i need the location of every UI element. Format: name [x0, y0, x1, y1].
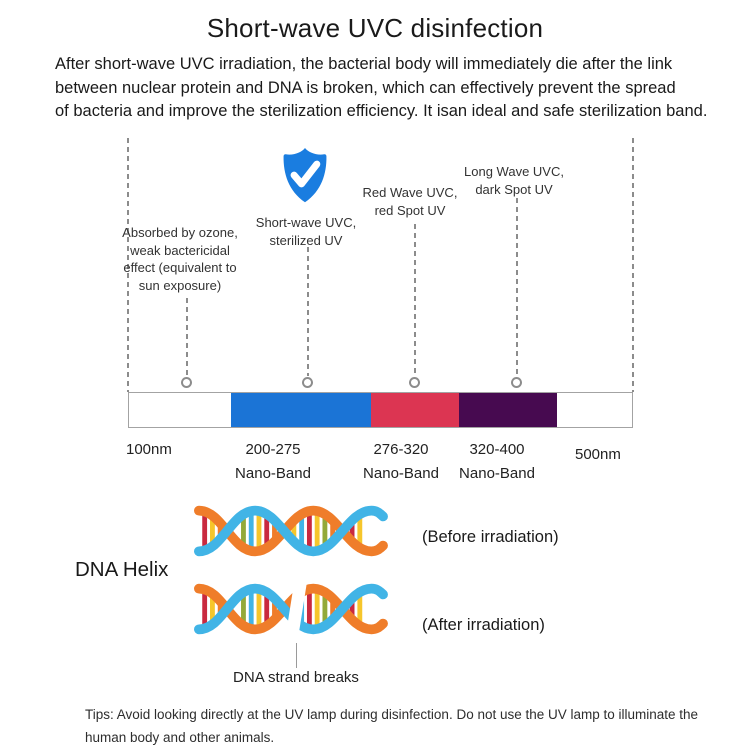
annotation-redwave-line2: red Spot UV: [374, 202, 446, 218]
annotation-redwave: Red Wave UVC, red Spot UV: [330, 184, 490, 219]
dna-helix-before-icon: [194, 505, 388, 557]
spectrum-guide-left: [127, 138, 129, 392]
spectrum-band: [128, 392, 633, 428]
dna-break-gap: [284, 577, 308, 641]
axis-label-100nm: 100nm: [126, 441, 172, 458]
annotation-longwave-line2: dark Spot UV: [475, 181, 553, 197]
range-uvc-value: 200-275: [245, 441, 301, 458]
dna-strand-blue: [194, 583, 388, 635]
dna-strand-orange: [194, 505, 388, 557]
check-mark: [290, 160, 321, 188]
band-segment-uva-purple: [459, 393, 557, 427]
annotation-shortwave-line2: sterilized UV: [269, 232, 343, 248]
range-uva-value: 320-400: [469, 441, 525, 458]
band-segment-uvc-blue: [231, 393, 371, 427]
axis-label-500nm: 500nm: [575, 446, 621, 463]
pointer-dot-shortwave: [302, 377, 313, 388]
dna-rungs-green: [241, 593, 328, 625]
dna-break-label: DNA strand breaks: [233, 669, 359, 686]
dna-rungs-green: [241, 515, 328, 547]
band-segment-blank-left: [129, 393, 231, 427]
spectrum-guide-right: [632, 138, 634, 392]
shield-check-icon: [283, 148, 327, 203]
annotation-absorbed-line1: Absorbed by ozone,: [122, 225, 238, 240]
pointer-dash-redwave: [414, 224, 416, 376]
pointer-dot-redwave: [409, 377, 420, 388]
pointer-dot-longwave: [511, 377, 522, 388]
dna-section-label: DNA Helix: [75, 558, 169, 581]
pointer-dash-shortwave: [307, 247, 309, 376]
dna-helix-after-icon: [194, 577, 388, 641]
after-irradiation-label: (After irradiation): [422, 616, 545, 634]
pointer-dash-absorbed: [186, 298, 188, 376]
dna-rungs-blue: [248, 512, 305, 550]
intro-line-2: between nuclear protein and DNA is broke…: [55, 78, 676, 97]
tips-line-1: Tips: Avoid looking directly at the UV l…: [85, 707, 699, 722]
annotation-absorbed-line3: effect (equivalent to: [123, 260, 237, 275]
range-uvc-unit: Nano-Band: [235, 465, 311, 482]
band-segment-blank-right: [557, 393, 632, 427]
annotation-shortwave-line1: Short-wave UVC,: [255, 215, 357, 230]
annotation-shortwave: Short-wave UVC, sterilized UV: [226, 214, 386, 249]
range-label-uva: 320-400 Nano-Band: [437, 441, 557, 482]
dna-strand-orange: [194, 583, 388, 635]
dna-break-pointer-line: [296, 643, 297, 668]
pointer-dot-absorbed: [181, 377, 192, 388]
annotation-absorbed-line4: sun exposure): [138, 277, 222, 293]
pointer-dash-longwave: [516, 198, 518, 376]
annotation-longwave-line1: Long Wave UVC,: [464, 164, 564, 179]
tips-note: Tips: Avoid looking directly at the UV l…: [85, 704, 705, 749]
range-label-uvb: 276-320 Nano-Band: [341, 441, 461, 482]
annotation-longwave: Long Wave UVC, dark Spot UV: [434, 163, 594, 198]
range-uva-unit: Nano-Band: [459, 465, 535, 482]
range-uvb-unit: Nano-Band: [363, 465, 439, 482]
annotation-redwave-line1: Red Wave UVC,: [362, 185, 458, 200]
band-segment-uvb-red: [371, 393, 459, 427]
annotation-absorbed-line2: weak bactericidal: [130, 242, 230, 258]
intro-line-3: of bacteria and improve the sterilizatio…: [55, 102, 708, 120]
before-irradiation-label: (Before irradiation): [422, 528, 559, 546]
range-uvb-value: 276-320: [373, 441, 429, 458]
intro-paragraph: After short-wave UVC irradiation, the ba…: [55, 53, 715, 124]
page-title: Short-wave UVC disinfection: [206, 13, 544, 43]
annotation-absorbed: Absorbed by ozone, weak bactericidal eff…: [100, 224, 260, 294]
intro-line-1: After short-wave UVC irradiation, the ba…: [55, 55, 673, 73]
tips-line-2: human body and other animals.: [85, 729, 275, 745]
dna-strand-blue: [194, 505, 388, 557]
range-label-uvc: 200-275 Nano-Band: [213, 441, 333, 482]
